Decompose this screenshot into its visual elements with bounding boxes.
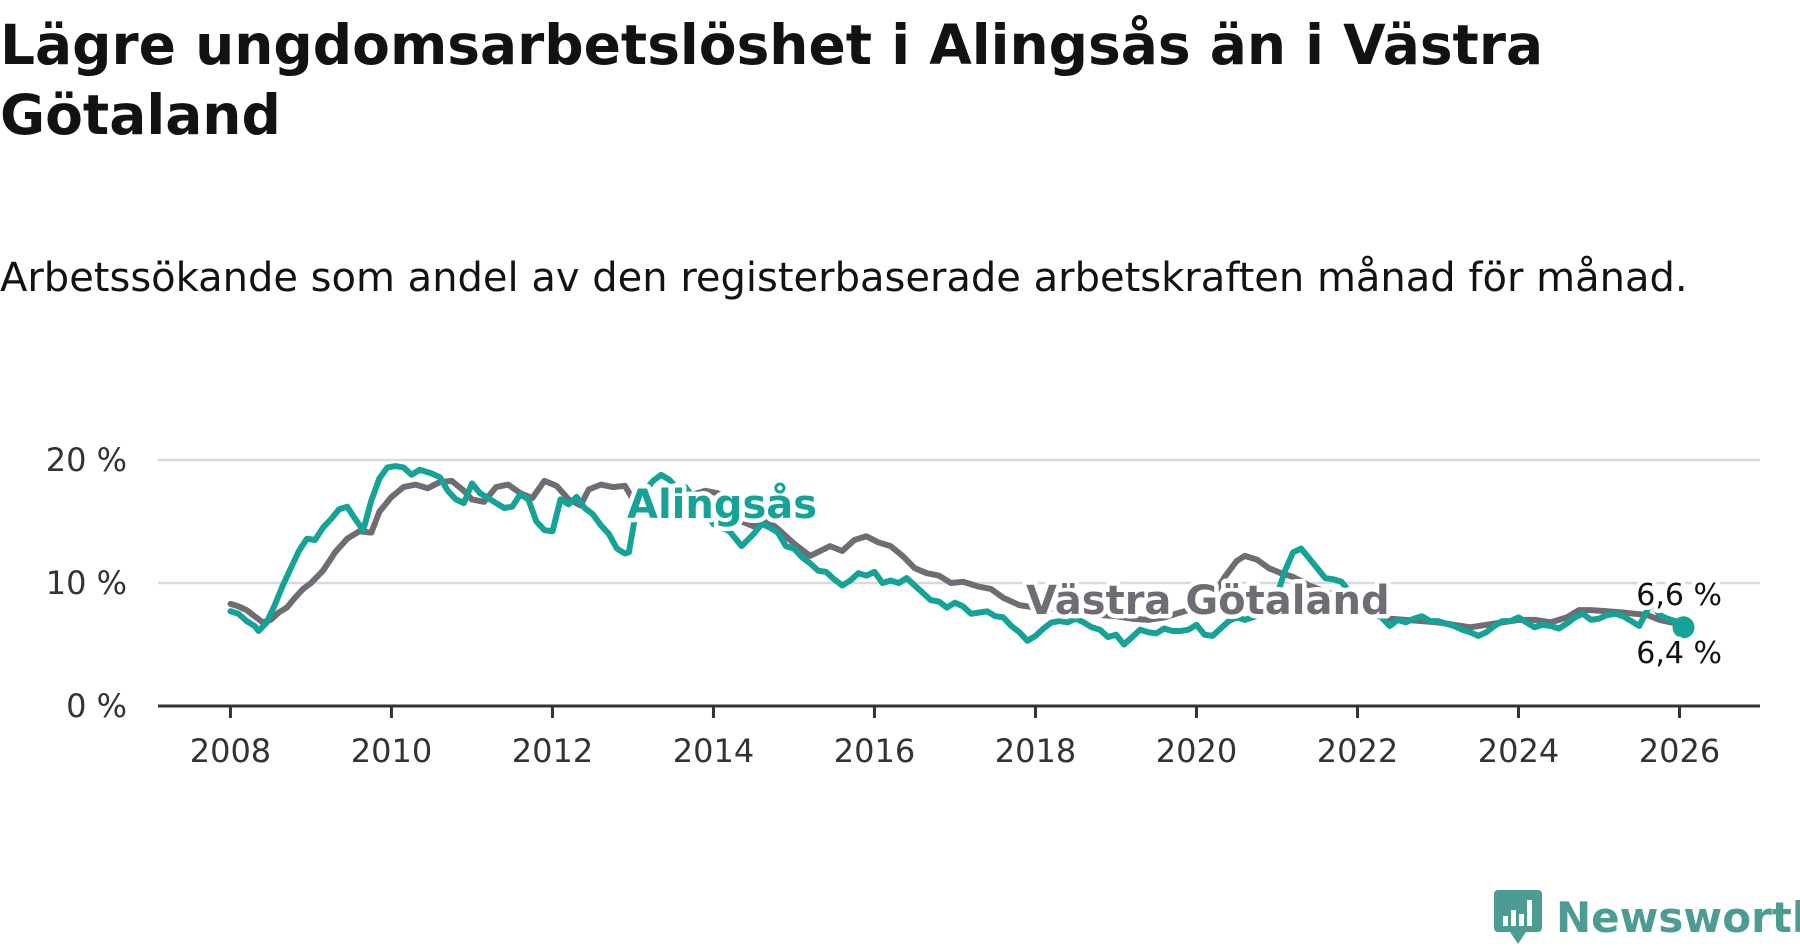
alingsas-end-point — [1672, 616, 1695, 639]
y-tick-label: 20 % — [46, 441, 127, 479]
brand-name: Newsworthy — [1556, 892, 1800, 942]
end-value-alingsas: 6,4 % — [1636, 636, 1722, 671]
chart-title: Lägre ungdomsarbetslöshet i Alingsås än … — [0, 13, 1544, 147]
x-tick-label: 2008 — [190, 732, 271, 770]
chart-subtitle: Arbetssökande som andel av den registerb… — [0, 255, 1688, 301]
x-tick-label: 2024 — [1478, 732, 1559, 770]
x-tick-label: 2022 — [1317, 732, 1398, 770]
x-tick-label: 2018 — [995, 732, 1076, 770]
newsworthy-brand: Newsworthy — [1492, 886, 1800, 948]
end-value-vastra-gotaland: 6,6 % — [1636, 578, 1722, 613]
series-labels: Alingsås Västra Götaland 6,6 % 6,4 % — [623, 477, 1727, 676]
series-label-alingsas: Alingsås — [627, 481, 817, 528]
x-axis: 2008 2010 2012 2014 2016 2018 2020 2022 2024 2026 — [158, 704, 1760, 770]
x-tick-label: 2026 — [1639, 732, 1720, 770]
series-label-vastra-gotaland: Västra Götaland — [1026, 578, 1390, 624]
newsworthy-logo-icon — [1494, 890, 1542, 944]
gridlines — [158, 458, 1760, 585]
alingsas-line — [227, 463, 1687, 648]
series-lines — [227, 463, 1695, 648]
x-tick-label: 2016 — [834, 732, 915, 770]
y-tick-label: 10 % — [46, 564, 127, 602]
x-tick-label: 2010 — [351, 732, 432, 770]
x-tick-label: 2014 — [673, 732, 754, 770]
y-tick-label: 0 % — [66, 687, 127, 725]
y-axis: 0 % 10 % 20 % — [46, 441, 127, 725]
x-tick-label: 2020 — [1156, 732, 1237, 770]
x-tick-label: 2012 — [512, 732, 593, 770]
